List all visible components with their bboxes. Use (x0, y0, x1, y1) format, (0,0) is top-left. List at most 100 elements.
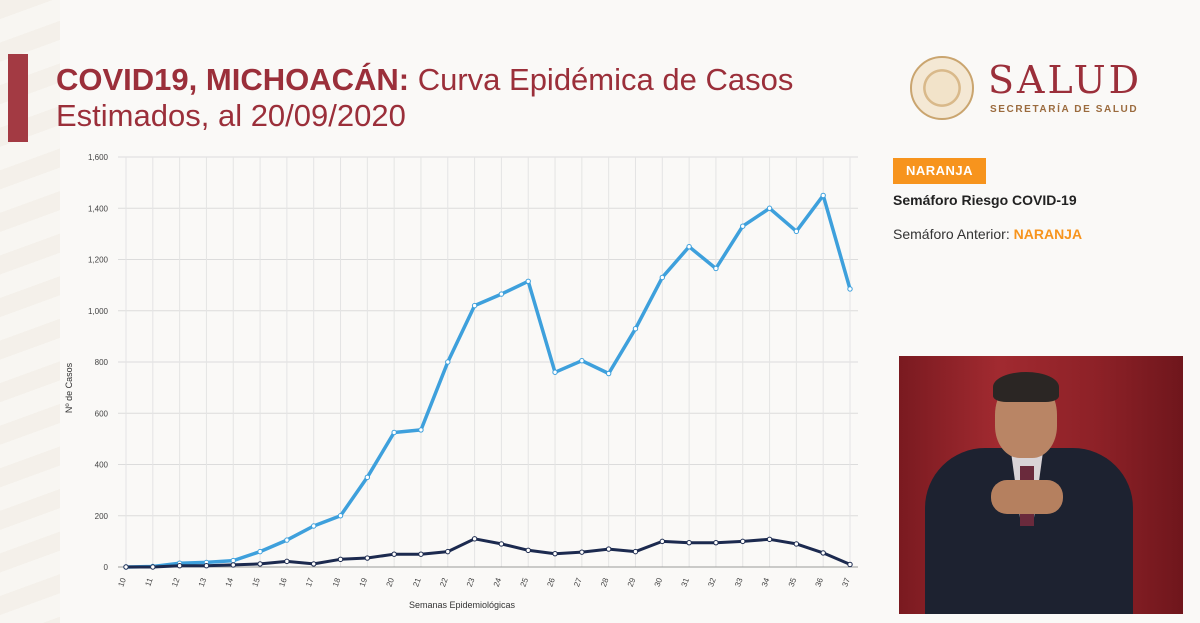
data-point-series-1 (337, 513, 344, 519)
data-point-series-1 (632, 325, 639, 332)
data-point-series-1 (445, 359, 451, 365)
data-point-series-2 (713, 539, 719, 546)
y-tick-labels: 0 200 400 600 800 1,000 1,200 1,400 1,600 (88, 153, 109, 572)
y-tick-label: 800 (95, 358, 109, 367)
data-point-series-1 (605, 370, 612, 377)
data-point-series-2 (337, 556, 344, 563)
chart-grid (118, 156, 858, 568)
data-point-series-1 (659, 274, 665, 281)
data-point-series-2 (552, 550, 558, 557)
x-tick-label: 29 (626, 576, 638, 588)
x-tick-label: 27 (572, 576, 584, 588)
data-point-series-2 (820, 550, 826, 556)
x-tick-label: 13 (197, 576, 209, 588)
data-point-series-2 (686, 539, 692, 546)
slide-title: COVID19, MICHOACÁN: Curva Epidémica de C… (56, 62, 816, 134)
x-tick-label: 35 (787, 576, 799, 588)
x-tick-label: 17 (304, 576, 316, 588)
data-point-series-1 (793, 228, 800, 235)
x-tick-label: 31 (679, 576, 691, 588)
data-point-series-2 (445, 548, 451, 555)
data-point-series-2 (659, 538, 665, 545)
data-point-series-2 (176, 563, 183, 569)
y-axis-label: Nº de Casos (64, 362, 74, 413)
x-tick-label: 10 (116, 576, 128, 588)
semaforo-previous-label: Semáforo Anterior: (893, 226, 1014, 242)
data-point-series-2 (471, 536, 478, 542)
data-point-series-2 (364, 555, 371, 561)
x-tick-label: 21 (411, 576, 423, 588)
x-tick-label: 19 (358, 576, 370, 588)
data-point-series-1 (579, 358, 585, 364)
x-tick-label: 30 (653, 576, 665, 588)
semaforo-previous-value: NARANJA (1013, 226, 1083, 242)
data-point-series-2 (391, 551, 397, 557)
y-tick-label: 0 (104, 563, 109, 572)
x-tick-label: 26 (545, 576, 557, 588)
data-point-series-1 (418, 427, 424, 433)
data-point-series-2 (498, 541, 505, 547)
data-point-series-1 (713, 265, 719, 272)
data-point-series-2 (793, 541, 800, 547)
series-line-1 (124, 193, 852, 569)
data-point-series-1 (257, 548, 263, 555)
data-point-series-1 (230, 557, 236, 564)
data-point-series-2 (203, 563, 210, 569)
x-tick-label: 37 (840, 576, 852, 588)
epidemic-curve-chart: 0 200 400 600 800 1,000 1,200 1,400 1,600 10 11 12… (64, 153, 858, 610)
semaforo-badge: NARANJA (893, 158, 986, 184)
data-point-series-1 (552, 369, 558, 375)
sign-language-interpreter-video (899, 356, 1183, 614)
title-rest: Curva Epidémica de Casos Estimados, al 2… (56, 62, 794, 133)
logo-subtitle: SECRETARÍA DE SALUD (990, 104, 1139, 115)
x-tick-label: 11 (143, 576, 154, 587)
semaforo-previous: Semáforo Anterior: NARANJA (893, 226, 1082, 242)
y-tick-label: 1,200 (88, 256, 109, 265)
data-point-series-2 (632, 548, 639, 555)
data-point-series-1 (766, 205, 773, 211)
data-point-series-2 (847, 561, 853, 568)
data-point-series-2 (605, 546, 612, 552)
x-tick-label: 12 (170, 576, 182, 588)
data-point-series-2 (740, 538, 746, 545)
x-tick-label: 18 (331, 576, 343, 588)
data-point-series-1 (391, 429, 397, 436)
data-point-series-2 (418, 551, 424, 557)
data-point-series-2 (257, 561, 263, 567)
coat-of-arms-seal-icon (910, 56, 974, 120)
data-point-series-1 (498, 291, 505, 297)
salud-logo: SALUD SECRETARÍA DE SALUD (910, 52, 1160, 122)
semaforo-label: Semáforo Riesgo COVID-19 (893, 192, 1077, 208)
x-tick-label: 28 (599, 576, 611, 588)
data-point-series-1 (525, 278, 531, 284)
x-tick-label: 36 (814, 576, 826, 588)
data-point-series-2 (766, 536, 773, 543)
data-point-series-1 (364, 474, 371, 481)
x-tick-label: 33 (733, 576, 745, 588)
series-line-2 (124, 537, 852, 569)
data-point-series-2 (123, 564, 129, 570)
title-bold: COVID19, MICHOACÁN: (56, 62, 410, 97)
interpreter-hands (991, 480, 1063, 514)
x-tick-label: 20 (385, 576, 397, 588)
series-lines (124, 193, 852, 569)
x-tick-label: 32 (706, 576, 718, 588)
x-tick-label: 22 (438, 576, 450, 588)
data-point-series-1 (686, 243, 692, 250)
data-point-series-1 (311, 523, 317, 529)
data-point-series-2 (579, 549, 585, 555)
data-point-series-2 (284, 558, 290, 565)
y-tick-label: 1,400 (88, 204, 109, 213)
data-point-series-2 (230, 562, 236, 568)
data-point-series-1 (847, 286, 853, 292)
y-tick-label: 400 (95, 461, 109, 470)
x-tick-label: 25 (519, 576, 531, 588)
title-accent-bar (8, 54, 28, 142)
x-tick-label: 23 (465, 576, 477, 588)
data-point-series-2 (525, 547, 531, 554)
x-tick-label: 16 (277, 576, 289, 588)
data-point-series-1 (820, 192, 826, 199)
y-tick-label: 1,000 (88, 307, 109, 316)
x-tick-label: 15 (250, 576, 262, 588)
data-point-series-2 (150, 564, 156, 570)
